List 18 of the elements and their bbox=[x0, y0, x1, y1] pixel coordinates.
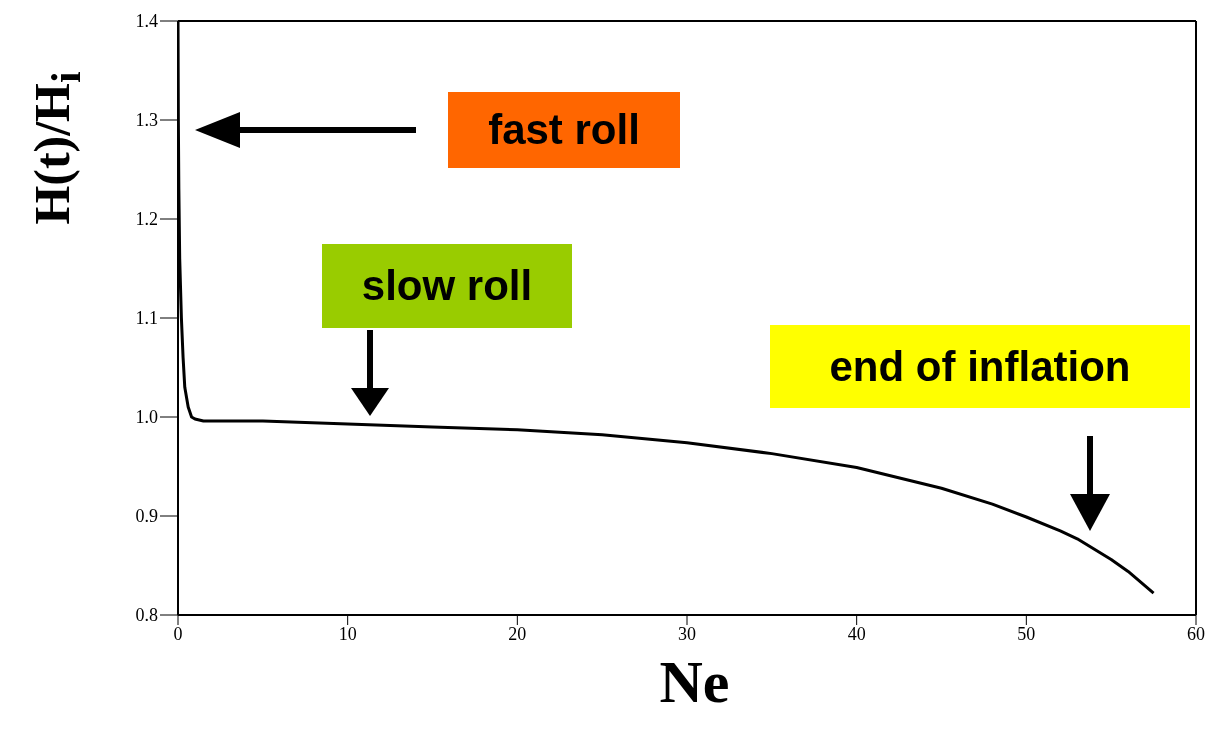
annotation: fast roll bbox=[448, 92, 680, 168]
y-tick-label: 0.9 bbox=[135, 506, 158, 527]
annotation: slow roll bbox=[322, 244, 572, 328]
annotation: end of inflation bbox=[770, 325, 1190, 408]
y-tick-label: 1.2 bbox=[135, 209, 158, 230]
y-tick-label: 1.1 bbox=[135, 308, 158, 329]
y-tick-label: 1.3 bbox=[135, 110, 158, 131]
x-axis-title: Ne bbox=[659, 649, 730, 715]
x-tick-label: 0 bbox=[173, 623, 183, 644]
x-tick-label: 60 bbox=[1187, 623, 1205, 644]
x-tick-label: 50 bbox=[1017, 623, 1036, 644]
x-tick-label: 20 bbox=[508, 623, 527, 644]
y-tick-label: 1.0 bbox=[135, 407, 158, 428]
x-tick-label: 40 bbox=[847, 623, 866, 644]
y-tick-label: 1.4 bbox=[135, 11, 158, 32]
y-tick-label: 0.8 bbox=[135, 605, 158, 626]
x-tick-label: 10 bbox=[338, 623, 357, 644]
x-tick-label: 30 bbox=[678, 623, 696, 644]
